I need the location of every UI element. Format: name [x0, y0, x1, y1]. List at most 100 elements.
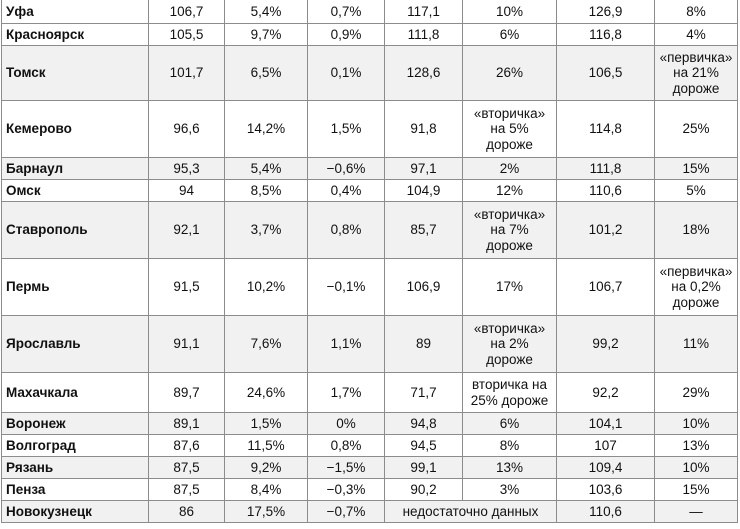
table-cell: «вторичка» на 7% дороже [462, 201, 557, 259]
table-cell: «вторичка» на 2% дороже [462, 315, 557, 373]
table-cell: 0% [307, 412, 385, 435]
table-row: Волгоград 87,6 11,5% 0,8% 94,5 8% 107 13… [1, 434, 738, 457]
table-cell: 6% [462, 23, 557, 46]
table-cell: 94,5 [384, 434, 463, 457]
table-cell: 91,1 [148, 315, 225, 373]
table-cell: 3,7% [224, 201, 308, 259]
table-cell: 87,6 [148, 434, 225, 457]
table-cell: 111,8 [556, 157, 655, 180]
table-cell: 9,2% [224, 456, 308, 479]
city-name: Ставрополь [1, 201, 149, 259]
table-row: Пермь 91,5 10,2% −0,1% 106,9 17% 106,7 «… [1, 258, 738, 316]
table-cell: 2% [462, 157, 557, 180]
table-cell: 11% [654, 315, 738, 373]
table-cell: 87,5 [148, 456, 225, 479]
table-cell: 99,1 [384, 456, 463, 479]
table-cell: 94 [148, 179, 225, 202]
city-name: Пенза [1, 478, 149, 501]
table-cell: 5,4% [224, 0, 308, 24]
table-row: Новокузнецк 86 17,5% −0,7% недостаточно … [1, 500, 738, 523]
city-name: Барнаул [1, 157, 149, 180]
table-cell: 15% [654, 157, 738, 180]
table-cell: 110,6 [556, 500, 655, 523]
table-cell: вторичка на 25% дороже [462, 372, 557, 413]
table-row: Красноярск 105,5 9,7% 0,9% 111,8 6% 116,… [1, 23, 738, 46]
table-row: Махачкала 89,7 24,6% 1,7% 71,7 вторичка … [1, 372, 738, 413]
table-cell: 109,4 [556, 456, 655, 479]
table-row: Ярославль 91,1 7,6% 1,1% 89 «вторичка» н… [1, 315, 738, 373]
table-cell: 4% [654, 23, 738, 46]
table-cell: 1,1% [307, 315, 385, 373]
city-name: Ярославль [1, 315, 149, 373]
table-row: Воронеж 89,1 1,5% 0% 94,8 6% 104,1 10% [1, 412, 738, 435]
table-cell: 106,9 [384, 258, 463, 316]
table-cell: 1,5% [307, 100, 385, 158]
table-cell: — [654, 500, 738, 523]
city-name: Томск [1, 45, 149, 101]
table-cell: −0,1% [307, 258, 385, 316]
table-cell: 92,2 [556, 372, 655, 413]
table-cell: 103,6 [556, 478, 655, 501]
table-cell: 18% [654, 201, 738, 259]
table-cell: 13% [654, 434, 738, 457]
table-cell: 116,8 [556, 23, 655, 46]
table-cell-merged: недостаточно данных [384, 500, 557, 523]
table-cell: 117,1 [384, 0, 463, 24]
table-cell: 8% [654, 0, 738, 24]
table-row: Рязань 87,5 9,2% −1,5% 99,1 13% 109,4 10… [1, 456, 738, 479]
city-name: Кемерово [1, 100, 149, 158]
table-cell: −0,7% [307, 500, 385, 523]
city-name: Новокузнецк [1, 500, 149, 523]
table-row: Пенза 87,5 8,4% −0,3% 90,2 3% 103,6 15% [1, 478, 738, 501]
table-row: Омск 94 8,5% 0,4% 104,9 12% 110,6 5% [1, 179, 738, 202]
table-cell: 17,5% [224, 500, 308, 523]
table-cell: −0,6% [307, 157, 385, 180]
table-cell: 0,9% [307, 23, 385, 46]
table-cell: 94,8 [384, 412, 463, 435]
table-cell: 128,6 [384, 45, 463, 101]
table-cell: 0,8% [307, 201, 385, 259]
table-cell: 8,4% [224, 478, 308, 501]
table-row: Ставрополь 92,1 3,7% 0,8% 85,7 «вторичка… [1, 201, 738, 259]
table-cell: 91,8 [384, 100, 463, 158]
table-cell: 24,6% [224, 372, 308, 413]
table-row: Уфа 106,7 5,4% 0,7% 117,1 10% 126,9 8% [1, 0, 738, 24]
table-cell: 0,8% [307, 434, 385, 457]
table-cell: 29% [654, 372, 738, 413]
table-cell: 87,5 [148, 478, 225, 501]
table-cell: 107 [556, 434, 655, 457]
table-cell: 1,5% [224, 412, 308, 435]
table-cell: 101,2 [556, 201, 655, 259]
table-cell: 3% [462, 478, 557, 501]
city-name: Волгоград [1, 434, 149, 457]
table-cell: 10,2% [224, 258, 308, 316]
table-cell: 11,5% [224, 434, 308, 457]
table-cell: «первичка» на 21% дороже [654, 45, 738, 101]
table-cell: 91,5 [148, 258, 225, 316]
table-cell: 85,7 [384, 201, 463, 259]
table-cell: 97,1 [384, 157, 463, 180]
table-cell: 10% [654, 456, 738, 479]
city-name: Омск [1, 179, 149, 202]
table-cell: 9,7% [224, 23, 308, 46]
table-cell: 8,5% [224, 179, 308, 202]
city-name: Пермь [1, 258, 149, 316]
table-cell: 71,7 [384, 372, 463, 413]
table-cell: 106,7 [556, 258, 655, 316]
table-cell: 1,7% [307, 372, 385, 413]
table-cell: 10% [654, 412, 738, 435]
table-cell: 0,7% [307, 0, 385, 24]
city-name: Воронеж [1, 412, 149, 435]
table-cell: 14,2% [224, 100, 308, 158]
table-cell: 8% [462, 434, 557, 457]
table-cell: «вторичка» на 5% дороже [462, 100, 557, 158]
table-cell: 106,7 [148, 0, 225, 24]
table-cell: 89,7 [148, 372, 225, 413]
table-cell: 99,2 [556, 315, 655, 373]
table-cell: 101,7 [148, 45, 225, 101]
table-cell: 6% [462, 412, 557, 435]
table-cell: «первичка» на 0,2% дороже [654, 258, 738, 316]
table-cell: 114,8 [556, 100, 655, 158]
city-name: Махачкала [1, 372, 149, 413]
